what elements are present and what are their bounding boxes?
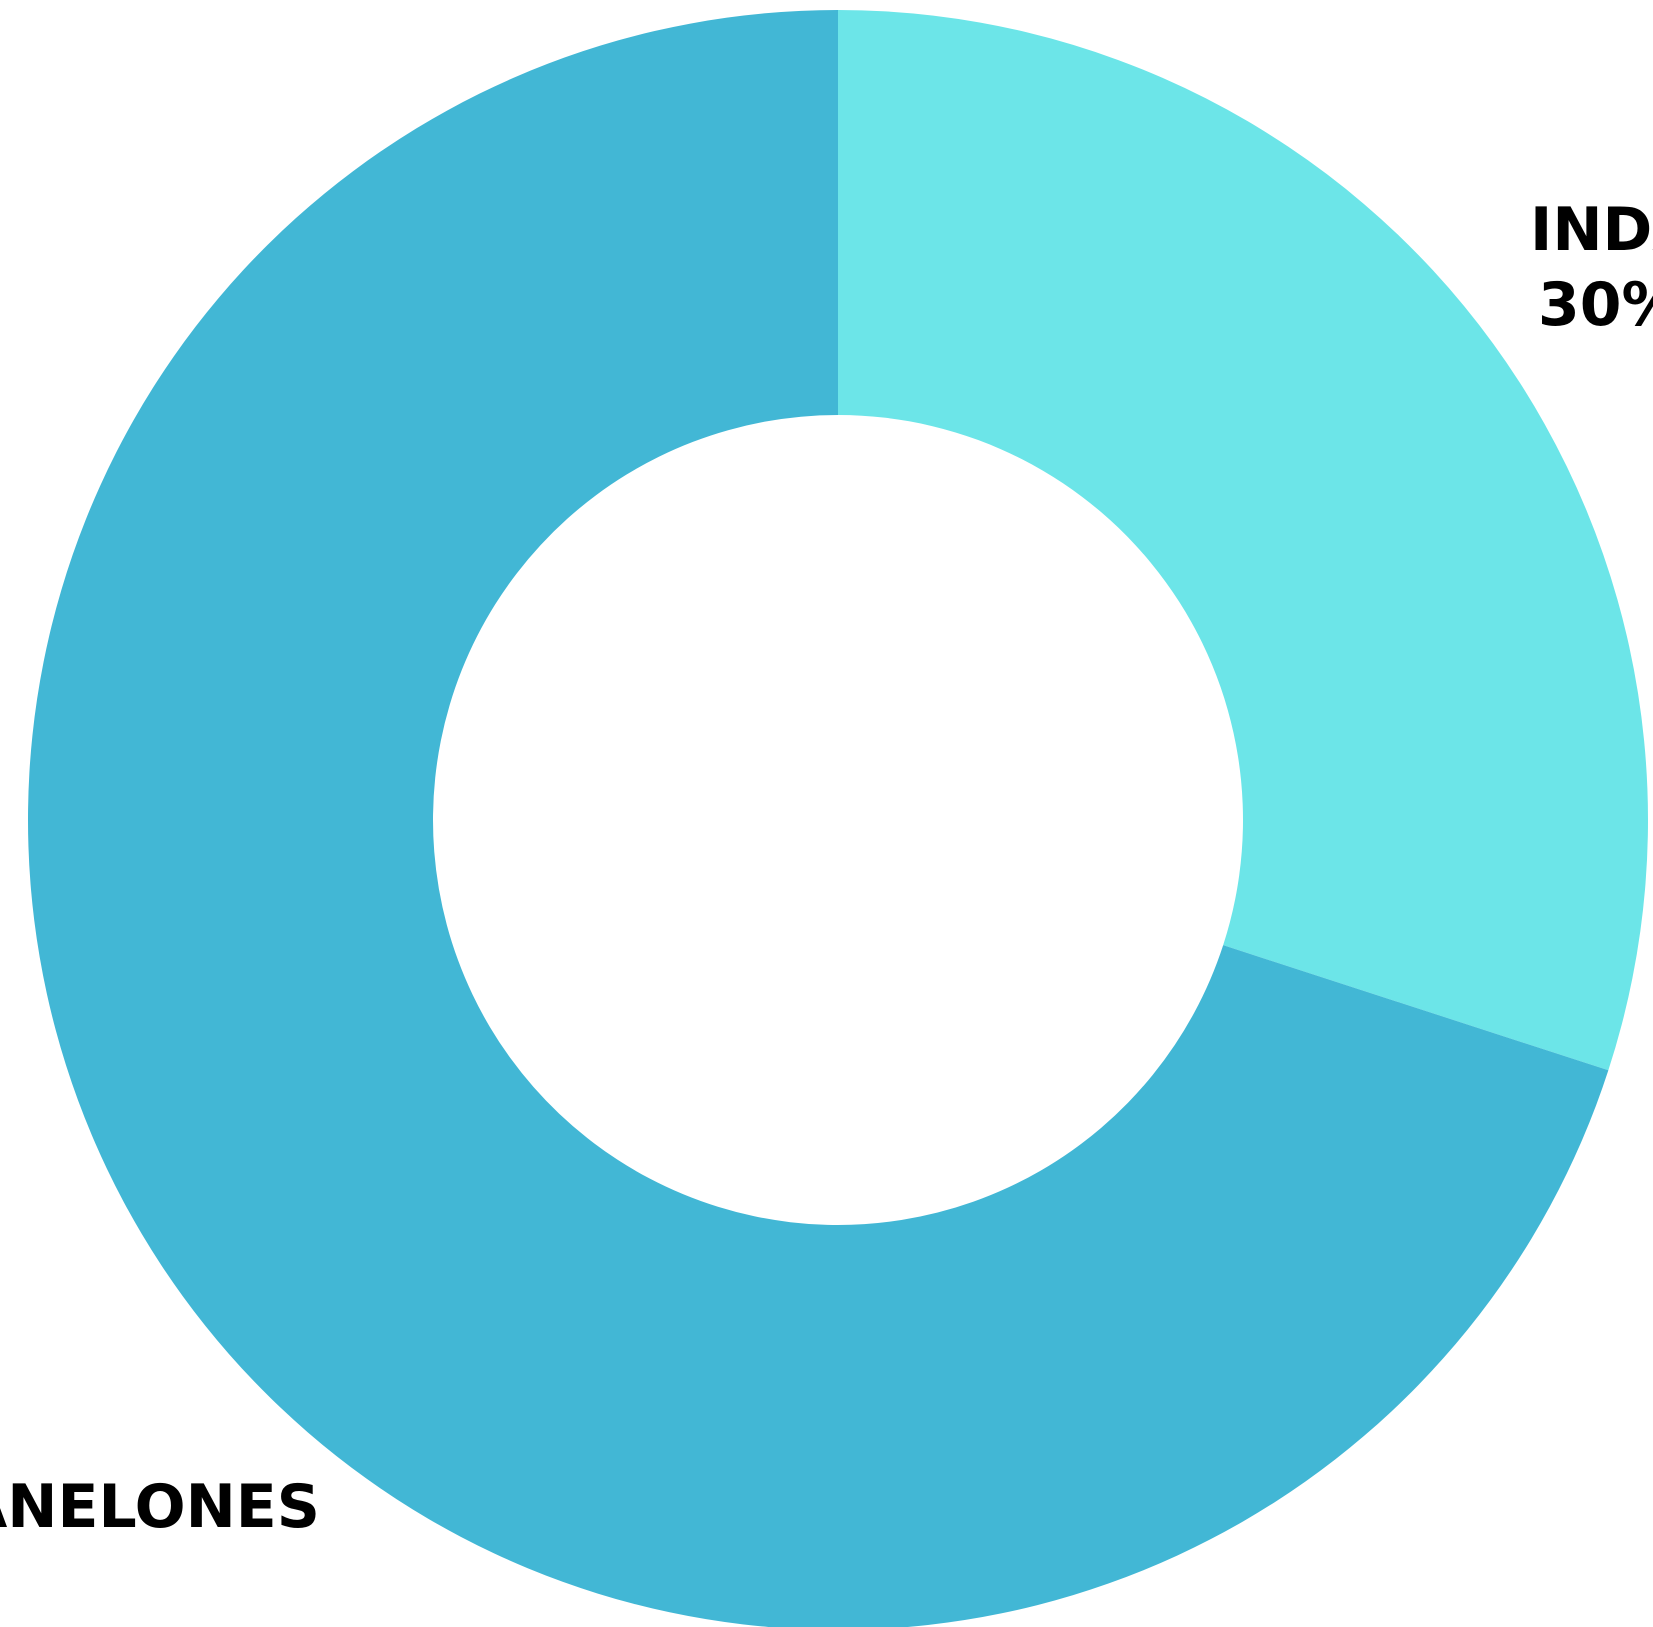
slice-value-label-inda: 30% bbox=[1538, 270, 1653, 340]
slice-label-anelones: ANELONES bbox=[0, 1472, 320, 1542]
donut-slice-anelones bbox=[28, 10, 1609, 1627]
donut-slices bbox=[28, 10, 1648, 1627]
slice-label-inda: INDA bbox=[1530, 195, 1653, 265]
donut-slice-inda bbox=[838, 10, 1648, 1071]
